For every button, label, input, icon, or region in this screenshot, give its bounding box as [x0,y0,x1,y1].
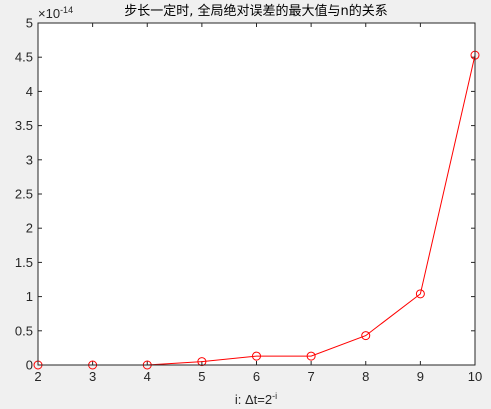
y-tick-label: 4 [26,84,33,99]
y-tick-label: 0.5 [15,323,33,338]
x-tick-label: 9 [417,369,424,384]
y-exponent-power: -14 [60,5,73,15]
y-tick-label: 2 [26,221,33,236]
x-axis-label-sup: -i [272,391,277,401]
y-tick-label: 4.5 [15,50,33,65]
x-tick-label: 6 [253,369,260,384]
y-exponent-base: ×10 [38,6,60,21]
y-tick-label: 1 [26,289,33,304]
x-axis-label: i: Δt=2-i [235,391,277,407]
x-axis-label-main: Δt=2 [245,392,272,407]
x-tick-label: 2 [34,369,41,384]
data-point-marker [197,357,207,367]
y-exponent-label: ×10-14 [38,5,73,21]
y-tick-label: 3.5 [15,118,33,133]
y-tick-label: 5 [26,16,33,31]
y-tick-label: 3 [26,152,33,167]
data-point-marker [306,351,316,361]
axes-box [37,22,476,366]
x-tick-label: 4 [144,369,151,384]
data-point-marker [415,289,425,299]
y-tick-label: 2.5 [15,187,33,202]
y-tick-label: 0 [26,358,33,373]
x-tick-label: 8 [362,369,369,384]
x-tick-label: 3 [89,369,96,384]
x-tick-label: 10 [468,369,482,384]
plot-area [38,23,475,365]
data-point-marker [361,331,371,341]
x-tick-label: 5 [198,369,205,384]
x-tick-label: 7 [308,369,315,384]
chart-title: 步长一定时, 全局绝对误差的最大值与n的关系 [124,3,388,19]
data-point-marker [252,351,261,361]
x-axis-label-prefix: i: [235,392,245,407]
y-tick-label: 1.5 [15,255,33,270]
